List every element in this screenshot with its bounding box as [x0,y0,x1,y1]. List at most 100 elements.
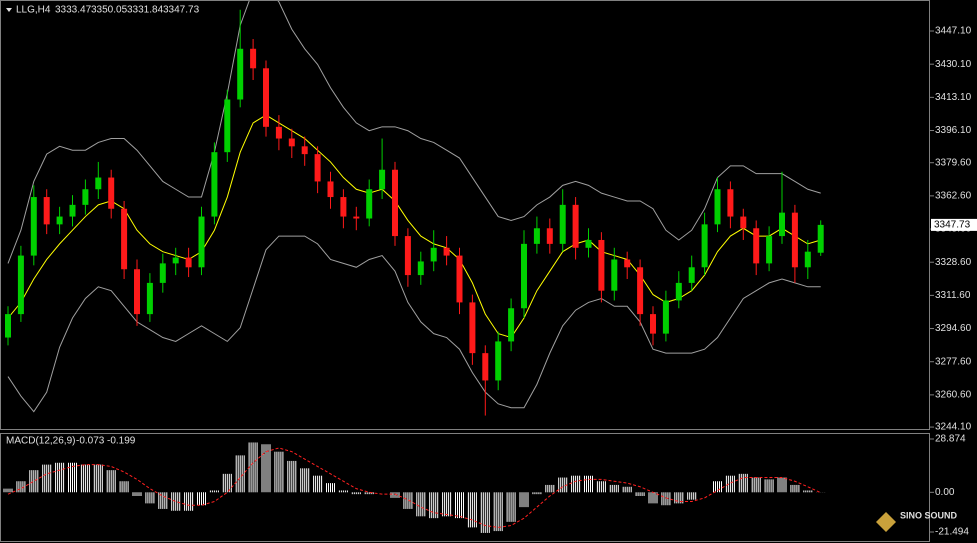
menu-arrow[interactable] [6,8,12,12]
candle-body [753,228,760,264]
y-tick-label: 3260.60 [935,390,972,401]
y-tick-label: 3328.60 [935,257,972,268]
candle-body [688,267,695,283]
candle-body [275,126,282,139]
candle-body [288,138,295,147]
candle-body [263,68,269,127]
candle-body [740,216,747,229]
candle-body [95,177,102,190]
candle-body [469,302,476,354]
watermark: SINO SOUND [876,510,958,532]
candle-body [817,224,824,253]
overlay-line [7,1,821,264]
candle-body [185,257,192,268]
overlay-line [7,114,821,339]
ohlc-open: 3333.47 [55,5,92,16]
y-tick-label: 3244.10 [935,422,972,433]
overlay-line [7,235,821,413]
candle-body [211,152,218,217]
candle-body [134,269,140,315]
candle-body [301,146,308,155]
signal-value: -0.199 [107,436,136,447]
candle-body [637,267,644,315]
y-tick-label: 3430.10 [935,59,972,70]
candle-body [443,247,450,256]
candle-body [662,300,669,334]
candle-body [366,189,373,219]
ohlc-low: 3331.84 [127,5,164,16]
y-tick-label: 3447.10 [935,26,972,37]
candle-body [701,224,708,268]
y-tick-label: -21.494 [935,527,969,538]
price-label: 3347.73 [934,220,971,231]
candle-body [379,169,386,190]
y-tick-label: 28.874 [935,434,966,445]
macd-panel [0,433,930,542]
candle-body [585,239,592,248]
watermark-text: SINO SOUND [900,510,958,520]
candle-body [791,212,798,268]
candle-body [714,189,721,225]
candle-body [508,308,515,342]
candle-body [675,282,682,301]
macd-plot [3,442,826,533]
price-plot [5,1,824,416]
candle-body [404,236,411,276]
candle-body [121,208,128,270]
y-tick-label: 3413.10 [935,92,972,103]
candle-body [224,99,231,153]
y-tick-label: 3379.60 [935,157,972,168]
candle-body [250,48,257,69]
y-tick-label: 3277.60 [935,356,972,367]
candle-body [392,169,398,237]
candle-body [146,282,153,315]
candle-body [108,177,115,209]
candle-body [779,212,785,237]
candle-body [430,247,437,262]
candle-body [611,259,618,291]
candle-body [314,154,321,182]
candle-body [159,263,166,283]
price-label-box [931,218,977,231]
candle-body [43,197,50,225]
macd-title: MACD(12,26,9) [6,436,75,447]
ohlc-high: 3350.05 [91,5,128,16]
candle-body [546,228,553,244]
price-panel [0,0,930,430]
candle-body [237,48,244,100]
candle-body [521,243,527,309]
y-tick-label: 3396.10 [935,125,972,136]
candle-body [82,189,89,205]
candle-body [533,228,540,244]
y-tick-label: 3311.60 [935,290,971,301]
y-tick-label: 3362.60 [935,191,972,202]
candle-body [598,239,605,291]
macd-value: -0.073 [76,436,105,447]
candle-body [30,197,37,256]
candle-body [727,189,734,217]
candle-body [327,181,334,198]
candle-body [495,341,502,381]
candle-body [340,197,347,217]
candle-body [172,257,179,264]
candle-body [804,251,811,268]
candle-body [17,255,24,315]
candle-body [5,314,11,338]
candle-body [69,204,76,217]
candle-body [417,261,424,276]
symbol: LLG,H4 [16,5,51,16]
candle-body [572,204,579,248]
candle-body [482,353,489,381]
candle-body [766,236,773,264]
candle-body [353,216,360,219]
candle-body [624,259,631,268]
candle-body [650,314,656,334]
signal-line [7,447,821,528]
candle-body [559,204,566,244]
candle-body [56,216,63,225]
candle-body [198,216,205,268]
candle-body [456,255,463,303]
